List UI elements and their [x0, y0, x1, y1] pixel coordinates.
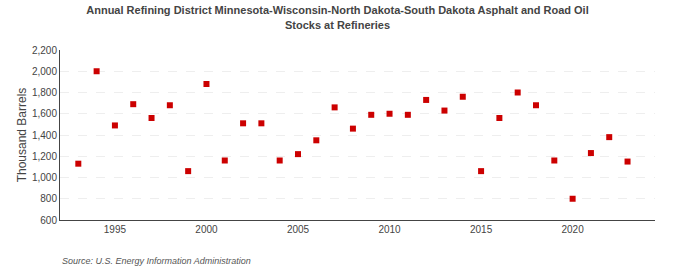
svg-text:2015: 2015	[470, 224, 493, 235]
svg-text:600: 600	[40, 215, 57, 226]
svg-text:2000: 2000	[195, 224, 218, 235]
svg-text:2005: 2005	[287, 224, 310, 235]
svg-text:Thousand Barrels: Thousand Barrels	[15, 88, 29, 183]
svg-text:Annual Refining District Minne: Annual Refining District Minnesota-Wisco…	[86, 4, 588, 30]
svg-text:1,000: 1,000	[32, 172, 57, 183]
svg-text:800: 800	[40, 193, 57, 204]
svg-text:Source: U.S. Energy Informatio: Source: U.S. Energy Information Administ…	[62, 256, 251, 266]
svg-text:1,400: 1,400	[32, 130, 57, 141]
svg-text:1,800: 1,800	[32, 87, 57, 98]
svg-text:2010: 2010	[378, 224, 401, 235]
svg-text:1,600: 1,600	[32, 108, 57, 119]
svg-text:1995: 1995	[104, 224, 127, 235]
svg-text:2,000: 2,000	[32, 66, 57, 77]
svg-text:1,200: 1,200	[32, 151, 57, 162]
svg-text:2,200: 2,200	[32, 45, 57, 56]
svg-text:2020: 2020	[561, 224, 584, 235]
